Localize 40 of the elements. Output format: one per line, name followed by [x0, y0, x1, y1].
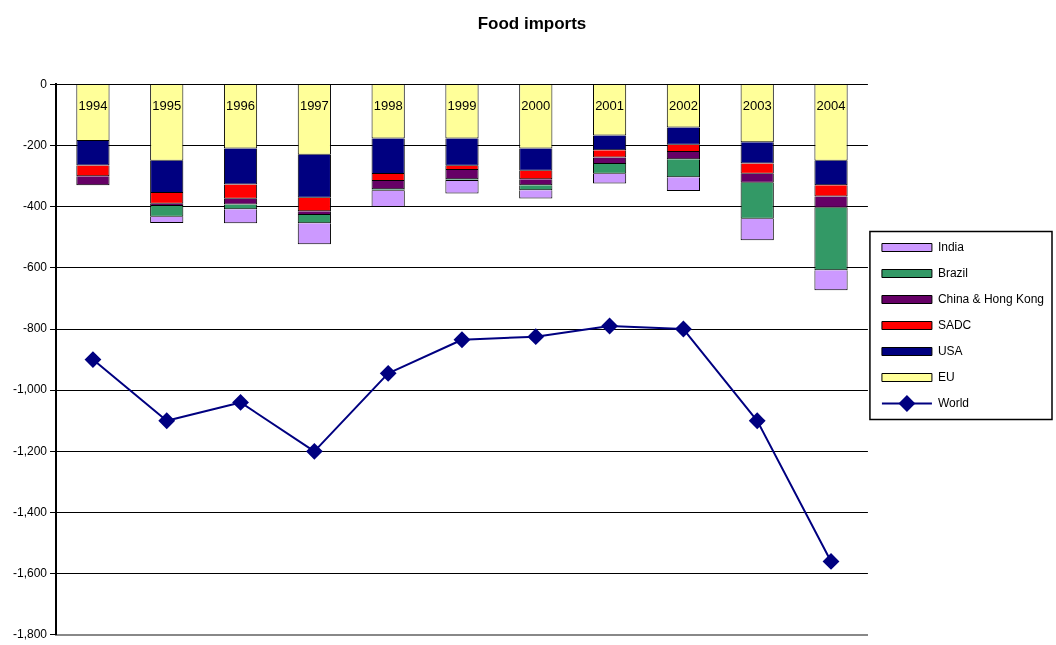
- point: [306, 443, 323, 460]
- point: [749, 412, 766, 429]
- y-tick-label: -1,400: [12, 504, 48, 519]
- y-tick-label: -600: [22, 260, 48, 275]
- legend-label: USA: [937, 343, 963, 358]
- point: [232, 394, 249, 411]
- legend-label: India: [937, 239, 965, 254]
- x-tick-label: 2004: [816, 97, 846, 113]
- legend-label: EU: [937, 369, 955, 384]
- legend-label: Brazil: [937, 265, 968, 280]
- point: [380, 365, 397, 382]
- y-tick-label: -200: [22, 137, 48, 152]
- legend-label: SADC: [937, 317, 972, 332]
- x-tick-label: 1998: [373, 97, 403, 113]
- point: [601, 317, 618, 334]
- legend-label: World: [937, 395, 970, 410]
- x-tick-label: 1999: [447, 97, 477, 113]
- point: [823, 553, 840, 570]
- y-tick-label: -800: [22, 321, 48, 336]
- chart-title: Food imports: [477, 13, 587, 33]
- x-tick-label: 2003: [742, 97, 772, 113]
- y-tick-label: -1,800: [12, 627, 48, 642]
- x-tick-label: 1994: [78, 97, 108, 113]
- x-tick-label: 1997: [299, 97, 329, 113]
- y-tick-label: -1,000: [12, 382, 48, 397]
- x-tick-label: 1996: [226, 97, 256, 113]
- y-tick-label: -400: [22, 199, 48, 214]
- x-tick-label: 1995: [152, 97, 182, 113]
- x-tick-label: 2000: [521, 97, 551, 113]
- point: [84, 351, 101, 368]
- x-tick-label: 2001: [595, 97, 625, 113]
- legend-label: China & Hong Kong: [937, 291, 1045, 306]
- point: [453, 331, 470, 348]
- point: [158, 412, 175, 429]
- y-tick-label: 0: [40, 76, 48, 91]
- point: [527, 328, 544, 345]
- y-tick-label: -1,600: [12, 565, 48, 580]
- point: [675, 321, 692, 338]
- x-tick-label: 2002: [668, 97, 698, 113]
- y-tick-label: -1,200: [12, 443, 48, 458]
